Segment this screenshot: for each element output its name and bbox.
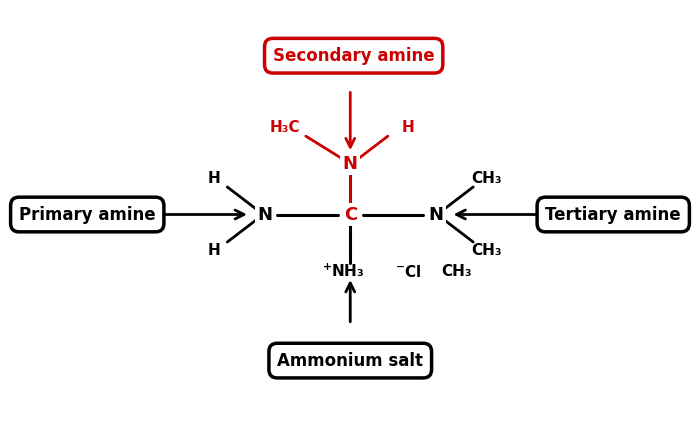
Text: N: N <box>343 155 358 173</box>
Text: $\mathregular{^{+}}$NH₃: $\mathregular{^{+}}$NH₃ <box>322 263 365 280</box>
Text: CH₃: CH₃ <box>472 171 502 186</box>
Text: $\mathregular{^{-}}$Cl: $\mathregular{^{-}}$Cl <box>395 264 421 280</box>
Text: Ammonium salt: Ammonium salt <box>277 352 424 370</box>
Text: Secondary amine: Secondary amine <box>273 47 435 65</box>
Text: H: H <box>207 171 220 186</box>
Text: CH₃: CH₃ <box>441 264 471 279</box>
Text: H: H <box>402 120 414 135</box>
Text: N: N <box>258 205 272 224</box>
Text: H₃C: H₃C <box>270 120 301 135</box>
Text: N: N <box>428 205 443 224</box>
Text: H: H <box>207 243 220 258</box>
Text: C: C <box>344 205 357 224</box>
Text: Primary amine: Primary amine <box>19 205 155 224</box>
Text: CH₃: CH₃ <box>472 243 502 258</box>
Text: Tertiary amine: Tertiary amine <box>545 205 681 224</box>
